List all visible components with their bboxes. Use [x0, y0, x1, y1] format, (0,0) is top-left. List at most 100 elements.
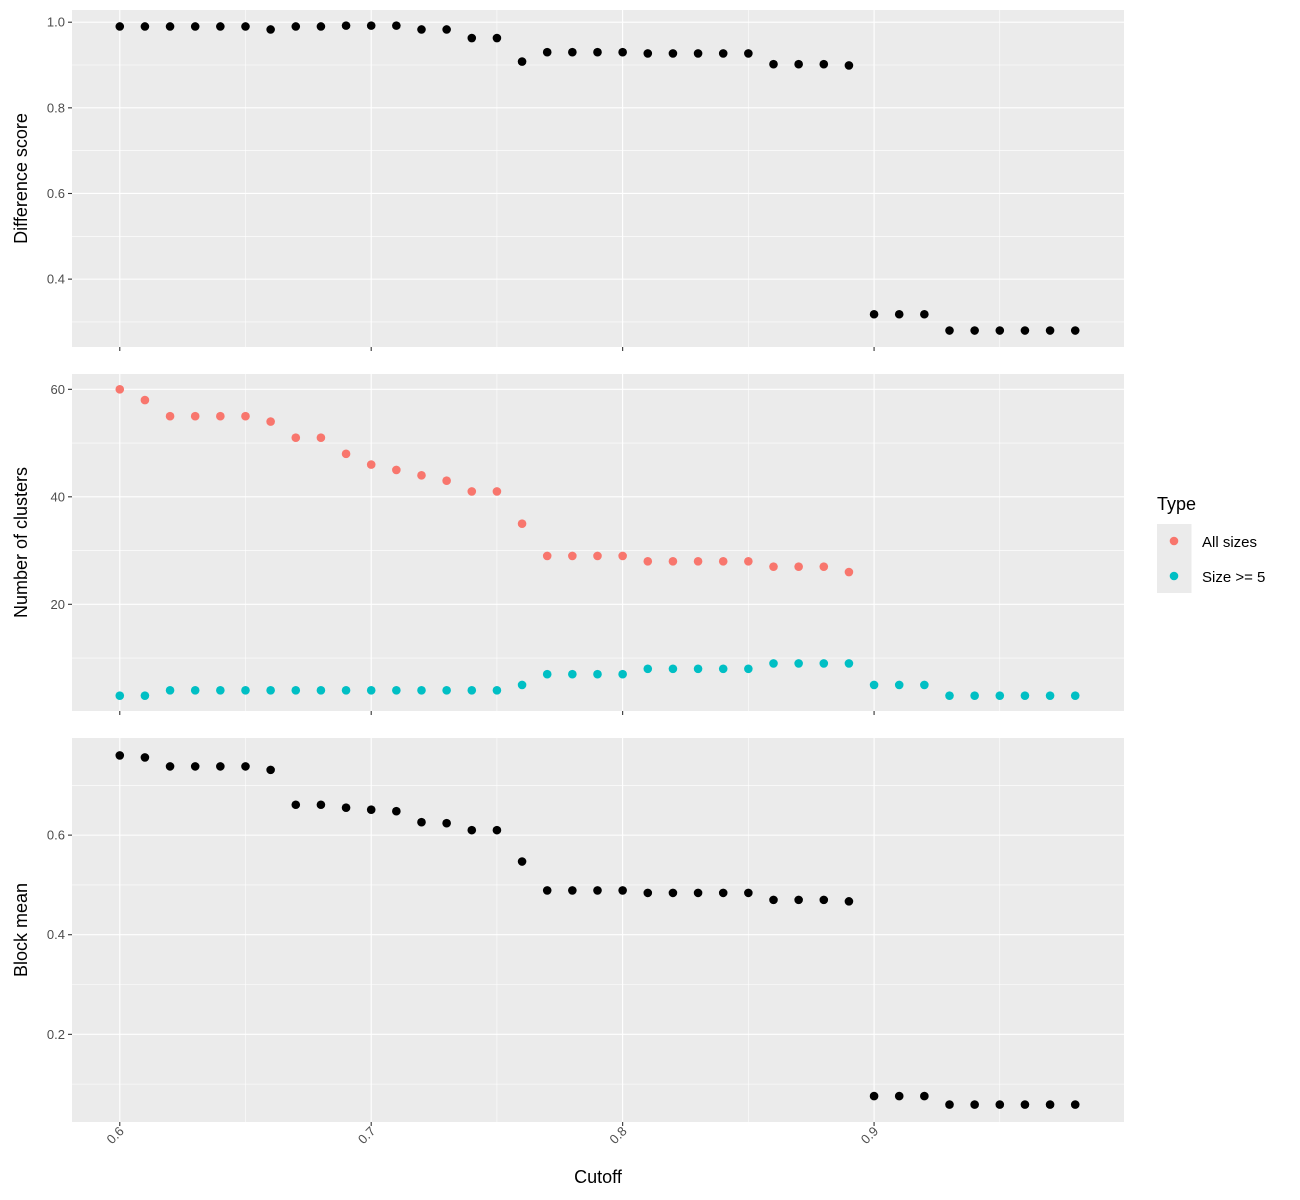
point-block-mean-series-0: [417, 817, 426, 827]
point-difference-score-series-0: [341, 21, 351, 30]
point-difference-score-series-0: [467, 33, 477, 43]
panel-number-of-clusters: 20 40 60 Number of clusters: [11, 374, 1124, 715]
point-number-of-clusters-size-5: [467, 686, 477, 695]
point-difference-score-series-0: [894, 309, 904, 319]
point-block-mean-series-0: [517, 857, 527, 866]
point-difference-score-series-0: [744, 49, 753, 58]
point-block-mean-series-0: [769, 895, 778, 905]
point-block-mean-series-0: [190, 762, 200, 771]
x-tick-label-0-7: 0.7: [355, 1124, 378, 1147]
point-difference-score-series-0: [115, 22, 125, 31]
point-difference-score-series-0: [1045, 326, 1055, 335]
point-number-of-clusters-all-sizes: [417, 471, 426, 480]
point-number-of-clusters-size-5: [819, 659, 829, 668]
point-number-of-clusters-all-sizes: [341, 449, 351, 459]
point-block-mean-series-0: [1045, 1100, 1055, 1109]
point-number-of-clusters-all-sizes: [266, 417, 275, 426]
point-number-of-clusters-size-5: [291, 686, 301, 695]
point-difference-score-series-0: [568, 47, 577, 57]
point-number-of-clusters-size-5: [517, 680, 527, 690]
point-block-mean-series-0: [115, 751, 125, 760]
point-number-of-clusters-size-5: [869, 680, 879, 690]
point-number-of-clusters-size-5: [744, 664, 753, 674]
point-number-of-clusters-size-5: [1045, 691, 1055, 700]
point-number-of-clusters-size-5: [266, 686, 275, 695]
point-difference-score-series-0: [618, 47, 627, 57]
point-difference-score-series-0: [190, 22, 200, 31]
point-number-of-clusters-all-sizes: [291, 433, 301, 442]
point-block-mean-series-0: [492, 825, 502, 835]
point-difference-score-series-0: [643, 49, 653, 58]
point-block-mean-series-0: [442, 818, 451, 828]
point-block-mean-series-0: [819, 895, 829, 905]
legend-title: Type: [1157, 494, 1196, 514]
point-block-mean-series-0: [165, 762, 175, 771]
point-difference-score-series-0: [392, 21, 401, 30]
point-difference-score-series-0: [316, 22, 326, 31]
point-difference-score-series-0: [241, 22, 250, 31]
y-tick-label-0-4: 0.4: [47, 272, 65, 287]
x-axis-title: Cutoff: [574, 1167, 623, 1187]
point-number-of-clusters-all-sizes: [115, 385, 125, 394]
point-number-of-clusters-all-sizes: [366, 460, 376, 469]
y-tick-label-0-8: 0.8: [47, 100, 65, 115]
point-number-of-clusters-size-5: [945, 691, 954, 700]
point-difference-score-series-0: [769, 59, 778, 69]
point-number-of-clusters-size-5: [794, 659, 803, 668]
point-difference-score-series-0: [920, 309, 929, 319]
x-tick-label-0-8: 0.8: [606, 1124, 629, 1147]
point-number-of-clusters-size-5: [417, 686, 426, 695]
point-number-of-clusters-size-5: [165, 686, 175, 695]
point-number-of-clusters-all-sizes: [668, 557, 678, 566]
point-number-of-clusters-all-sizes: [693, 557, 703, 566]
point-block-mean-series-0: [291, 800, 301, 810]
point-number-of-clusters-all-sizes: [241, 411, 250, 421]
legend: Type All sizes Size >= 5: [1157, 494, 1265, 593]
point-difference-score-series-0: [593, 47, 602, 57]
point-number-of-clusters-all-sizes: [165, 411, 175, 421]
point-number-of-clusters-size-5: [568, 669, 577, 679]
point-difference-score-series-0: [970, 326, 979, 335]
point-block-mean-series-0: [945, 1100, 954, 1109]
point-block-mean-series-0: [744, 888, 753, 898]
point-number-of-clusters-all-sizes: [542, 551, 552, 561]
point-number-of-clusters-all-sizes: [618, 551, 627, 561]
point-block-mean-series-0: [970, 1100, 979, 1109]
point-number-of-clusters-size-5: [668, 664, 678, 674]
point-number-of-clusters-size-5: [115, 691, 125, 700]
panel-background: [72, 738, 1124, 1122]
point-difference-score-series-0: [869, 309, 879, 319]
point-difference-score-series-0: [266, 25, 275, 34]
point-number-of-clusters-size-5: [140, 691, 150, 700]
point-block-mean-series-0: [995, 1100, 1005, 1109]
y-tick-label-0-6: 0.6: [47, 186, 65, 201]
y-tick-label-20: 20: [51, 597, 65, 612]
point-number-of-clusters-all-sizes: [140, 395, 150, 405]
point-block-mean-series-0: [593, 886, 602, 895]
y-tick-label-40: 40: [51, 489, 65, 504]
point-difference-score-series-0: [844, 61, 854, 70]
panel-block-mean: 0.2 0.4 0.6 0.6 0.7 0.8 0.9 Block mean: [11, 738, 1124, 1147]
point-number-of-clusters-all-sizes: [517, 519, 527, 528]
point-number-of-clusters-all-sizes: [467, 487, 477, 496]
point-number-of-clusters-all-sizes: [392, 465, 401, 475]
point-number-of-clusters-all-sizes: [643, 557, 653, 566]
point-block-mean-series-0: [643, 888, 653, 898]
point-difference-score-series-0: [794, 59, 803, 69]
point-number-of-clusters-all-sizes: [769, 562, 778, 571]
point-block-mean-series-0: [366, 805, 376, 815]
point-number-of-clusters-all-sizes: [844, 567, 854, 577]
point-block-mean-series-0: [1070, 1100, 1080, 1109]
point-block-mean-series-0: [241, 762, 250, 771]
point-number-of-clusters-all-sizes: [442, 476, 451, 485]
panel-background: [72, 10, 1124, 347]
point-difference-score-series-0: [492, 33, 502, 43]
legend-key-size-ge-5: [1169, 571, 1179, 581]
point-block-mean-series-0: [266, 765, 275, 775]
point-difference-score-series-0: [668, 49, 678, 58]
point-number-of-clusters-size-5: [995, 691, 1005, 700]
point-number-of-clusters-size-5: [593, 669, 602, 679]
point-number-of-clusters-all-sizes: [190, 411, 200, 421]
point-difference-score-series-0: [995, 326, 1005, 335]
